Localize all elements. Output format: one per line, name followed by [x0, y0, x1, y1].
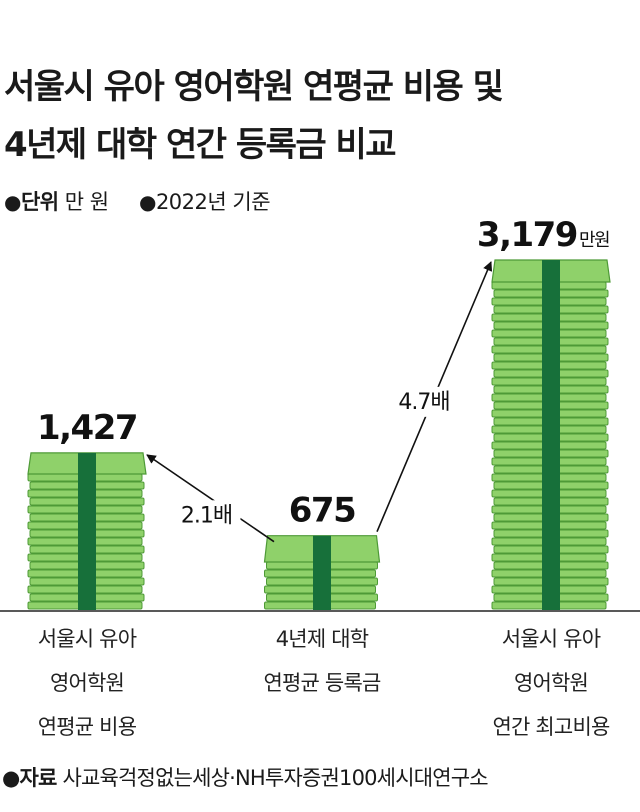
title-line-1: 서울시 유아 영어학원 연평균 비용 및 — [4, 67, 504, 107]
category-label-1-line-2: 영어학원 — [50, 671, 124, 695]
year-note: 2022년 기준 — [155, 190, 271, 214]
bullet-icon: ● — [2, 766, 20, 790]
title-line-2: 4년제 대학 연간 등록금 비교 — [4, 125, 397, 165]
bar-stack-2 — [263, 535, 381, 610]
unit-label: 단위 — [20, 190, 59, 214]
category-label-3-line-1: 서울시 유아 — [502, 627, 601, 651]
ratio-label-1: 2.1배 — [181, 503, 232, 528]
bullet-icon: ● — [4, 190, 21, 214]
ratio-arrow-1 — [146, 454, 275, 543]
category-label-2-line-2: 연평균 등록금 — [264, 671, 381, 695]
value-label-2: 675 — [289, 491, 355, 531]
category-label-3-line-2: 영어학원 — [514, 671, 588, 695]
value-label-3: 3,179 만원 — [477, 215, 609, 255]
value-unit-suffix: 만원 — [579, 230, 609, 251]
source-note: ●자료 사교육걱정없는세상·NH투자증권100세시대연구소 — [2, 762, 489, 792]
money-band — [313, 535, 331, 610]
ratio-label-bg — [390, 386, 458, 417]
unit-value: 만 원 — [64, 190, 109, 214]
category-label-1-line-3: 연평균 비용 — [38, 715, 137, 739]
bar-stack-3 — [491, 259, 611, 610]
bullet-icon: ● — [138, 190, 156, 214]
chart-meta: ●단위 만 원 ●2022년 기준 — [4, 186, 271, 216]
money-band — [78, 452, 96, 610]
ratio-label-bg — [172, 500, 241, 531]
money-band — [542, 260, 560, 610]
source-text: 사교육걱정없는세상·NH투자증권100세시대연구소 — [62, 766, 488, 790]
ratio-label-2: 4.7배 — [398, 390, 449, 415]
category-label-2-line-1: 4년제 대학 — [276, 627, 369, 651]
value-label-1: 1,427 — [37, 408, 137, 448]
chart-title: 서울시 유아 영어학원 연평균 비용 및 4년제 대학 연간 등록금 비교 — [4, 58, 634, 174]
source-label: 자료 — [19, 766, 58, 790]
category-label-1-line-1: 서울시 유아 — [38, 627, 137, 651]
bar-stack-1 — [27, 452, 147, 610]
category-label-3-line-3: 연간 최고비용 — [493, 715, 610, 739]
